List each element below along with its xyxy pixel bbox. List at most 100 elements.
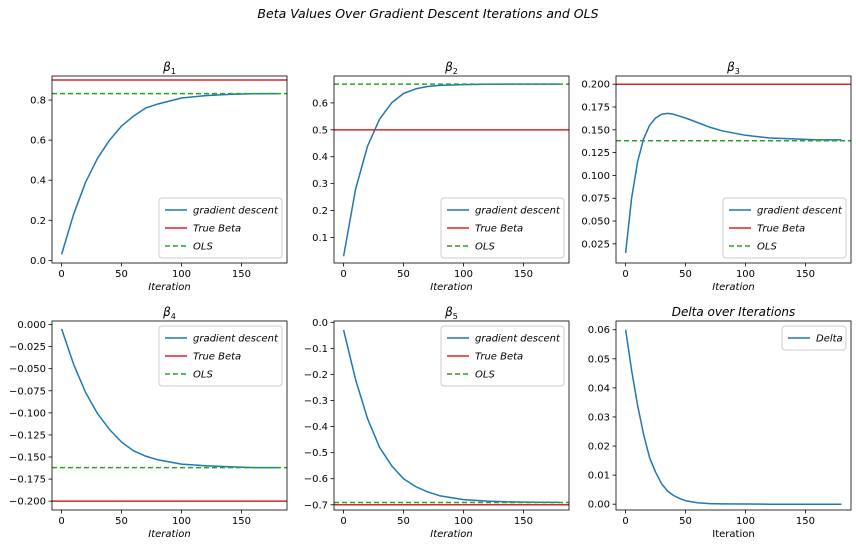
y-tick-label: 0.6 bbox=[312, 98, 328, 109]
subplot-title: β1 bbox=[162, 60, 176, 76]
y-tick-label: 0.04 bbox=[588, 383, 610, 394]
y-tick-label: 0.0 bbox=[30, 256, 46, 267]
y-tick-label: 0.1 bbox=[312, 233, 328, 244]
legend-label: gradient descent bbox=[193, 334, 279, 345]
x-tick-label: 100 bbox=[454, 269, 473, 280]
y-tick-label: −0.100 bbox=[9, 408, 46, 419]
y-tick-label: 0.025 bbox=[581, 239, 610, 250]
x-tick-label: 100 bbox=[172, 516, 191, 527]
y-tick-label: 0.01 bbox=[588, 471, 610, 482]
legend-box bbox=[440, 197, 565, 259]
y-tick-label: 0.150 bbox=[581, 125, 610, 136]
plot-area bbox=[624, 329, 842, 505]
y-tick-label: −0.1 bbox=[304, 344, 328, 355]
y-tick-label: −0.125 bbox=[9, 430, 46, 441]
y-tick-label: −0.175 bbox=[9, 475, 46, 486]
y-tick-label: 0.4 bbox=[312, 152, 328, 163]
x-tick-label: 50 bbox=[397, 269, 410, 280]
y-tick-label: 0.03 bbox=[588, 412, 610, 423]
x-tick-label: 0 bbox=[622, 269, 628, 280]
x-tick-label: 100 bbox=[454, 516, 473, 527]
series-line-gradient-descent bbox=[60, 92, 278, 255]
plot-area bbox=[334, 329, 569, 506]
figure-suptitle: Beta Values Over Gradient Descent Iterat… bbox=[257, 6, 598, 21]
x-tick-label: 50 bbox=[679, 269, 692, 280]
legend-label: OLS bbox=[193, 242, 213, 253]
x-tick-label: 100 bbox=[736, 269, 755, 280]
legend-label: True Beta bbox=[757, 224, 805, 235]
axes-frame bbox=[615, 320, 852, 511]
subplot-3: 0 50 100 150 0.025 0.050 0.075 0.100 0.125 0.150 0… bbox=[581, 60, 852, 293]
legend: gradient descent True Beta OLS bbox=[158, 197, 283, 259]
y-tick-label: −0.3 bbox=[304, 396, 328, 407]
plot-area bbox=[52, 79, 287, 255]
series-line-gradient-descent bbox=[624, 112, 842, 254]
y-tick-label: 0.175 bbox=[581, 103, 610, 114]
y-tick-label: 0.6 bbox=[30, 136, 46, 147]
axes-frame bbox=[615, 75, 852, 264]
legend-label: gradient descent bbox=[757, 206, 843, 217]
y-tick-label: 0.200 bbox=[581, 80, 610, 91]
y-tick-label: 0.06 bbox=[588, 325, 610, 336]
plot-area bbox=[52, 328, 287, 502]
x-tick-label: 150 bbox=[514, 516, 533, 527]
series-line-delta bbox=[624, 329, 842, 505]
y-tick-label: −0.4 bbox=[304, 422, 328, 433]
x-tick-label: 50 bbox=[397, 516, 410, 527]
axes-frame bbox=[51, 75, 288, 264]
y-tick-label: −0.7 bbox=[304, 500, 328, 511]
subplot-6: 0 50 100 150 0.00 0.01 0.02 0.03 0.04 0.05 0.06 Ite… bbox=[588, 305, 852, 540]
y-tick-label: 0.05 bbox=[588, 354, 610, 365]
legend-box bbox=[158, 325, 283, 387]
plot-area bbox=[616, 83, 851, 254]
subplot-title: β3 bbox=[726, 60, 740, 76]
x-tick-label: 100 bbox=[736, 516, 755, 527]
legend-label: gradient descent bbox=[193, 206, 279, 217]
legend-label: gradient descent bbox=[475, 206, 561, 217]
x-axis-label: Iteration bbox=[712, 529, 754, 540]
x-axis-label: Iteration bbox=[430, 282, 472, 293]
x-tick-label: 150 bbox=[514, 269, 533, 280]
x-axis-label: Iteration bbox=[148, 529, 190, 540]
x-tick-label: 0 bbox=[622, 516, 628, 527]
legend-label: OLS bbox=[193, 370, 213, 381]
subplot-title: β4 bbox=[162, 305, 176, 321]
legend-label: Delta bbox=[816, 334, 843, 345]
y-tick-label: 0.8 bbox=[30, 96, 46, 107]
legend: gradient descent True Beta OLS bbox=[158, 325, 283, 387]
x-tick-label: 150 bbox=[796, 516, 815, 527]
y-tick-label: 0.02 bbox=[588, 442, 610, 453]
legend-label: OLS bbox=[475, 242, 495, 253]
plot-area bbox=[334, 83, 569, 257]
axes-frame bbox=[51, 320, 288, 511]
series-line-gradient-descent bbox=[342, 83, 560, 257]
x-tick-label: 100 bbox=[172, 269, 191, 280]
legend-label: True Beta bbox=[193, 224, 241, 235]
y-tick-label: 0.100 bbox=[581, 171, 610, 182]
x-axis-label: Iteration bbox=[430, 529, 472, 540]
x-tick-label: 150 bbox=[232, 269, 251, 280]
legend-label: True Beta bbox=[193, 352, 241, 363]
y-tick-label: −0.150 bbox=[9, 453, 46, 464]
y-tick-label: −0.025 bbox=[9, 342, 46, 353]
legend-label: OLS bbox=[475, 370, 495, 381]
y-tick-label: 0.5 bbox=[312, 125, 328, 136]
legend-box bbox=[781, 325, 847, 351]
legend-label: gradient descent bbox=[475, 334, 561, 345]
x-tick-label: 50 bbox=[679, 516, 692, 527]
subplot-2: 0 50 100 150 0.1 0.2 0.3 0.4 0.5 0.6 Iteration β2 gr… bbox=[312, 60, 570, 293]
legend-box bbox=[722, 197, 847, 259]
y-tick-label: −0.5 bbox=[304, 448, 328, 459]
y-tick-label: 0.3 bbox=[312, 179, 328, 190]
x-tick-label: 0 bbox=[340, 269, 346, 280]
subplot-title: β2 bbox=[444, 60, 458, 76]
legend: gradient descent True Beta OLS bbox=[722, 197, 847, 259]
y-tick-label: 0.075 bbox=[581, 194, 610, 205]
y-tick-label: −0.050 bbox=[9, 364, 46, 375]
y-tick-label: −0.200 bbox=[9, 497, 46, 508]
y-tick-label: −0.075 bbox=[9, 386, 46, 397]
legend-box bbox=[158, 197, 283, 259]
legend-box bbox=[440, 325, 565, 387]
x-tick-label: 50 bbox=[115, 269, 128, 280]
y-tick-label: 0.2 bbox=[312, 206, 328, 217]
